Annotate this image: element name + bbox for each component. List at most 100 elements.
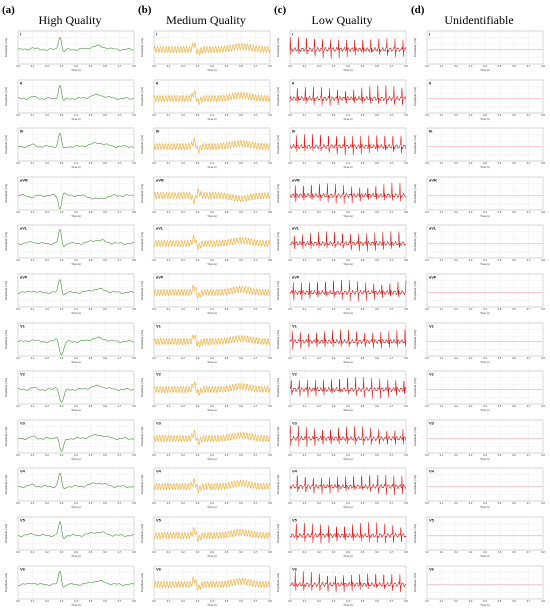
ecg-trace-medium — [153, 478, 271, 494]
lead-label: V5 — [429, 518, 435, 523]
lead-panel-I: 0.0 0.1 0.2 0.3 0.4 0.5 0.6 0.7 0.8 Time (s) Ampli… — [276, 30, 408, 72]
x-axis-label: Time (s) — [480, 360, 490, 364]
x-axis-label: Time (s) — [343, 457, 353, 461]
y-axis-label: Amplitude (mV) — [4, 572, 8, 591]
lead-panel-aVF: 0.0 0.1 0.2 0.3 0.4 0.5 0.6 0.7 0.8 Time (s) Ampli… — [276, 273, 408, 315]
x-tick-label: 0.1 — [167, 453, 171, 457]
x-tick-label: 0.4 — [346, 161, 350, 165]
x-tick-label: 0.4 — [346, 210, 350, 214]
lead-panel-V6: 0.0 0.1 0.2 0.3 0.4 0.5 0.6 0.7 0.8 Time (s) Ampli… — [140, 565, 272, 607]
x-tick-label: 0.1 — [303, 356, 307, 360]
ecg-trace-medium — [153, 138, 271, 154]
column-flat: (d) Unidentifiable 0.0 0.1 0.2 0.3 0.4 0.5 0.6 0.… — [411, 0, 547, 612]
x-tick-label: 0.0 — [288, 113, 292, 117]
x-tick-label: 0.1 — [167, 502, 171, 506]
x-tick-label: 0.4 — [74, 259, 78, 263]
lead-panel-V4: 0.0 0.1 0.2 0.3 0.4 0.5 0.6 0.7 0.8 Time (s) Ampli… — [413, 468, 545, 509]
x-tick-label: 0.4 — [346, 599, 350, 603]
x-tick-label: 0.3 — [196, 550, 200, 554]
x-tick-label: 0.5 — [361, 113, 365, 117]
x-tick-label: 0.2 — [45, 64, 49, 68]
x-tick-label: 0.2 — [45, 550, 49, 554]
x-tick-label: 0.3 — [60, 599, 64, 603]
x-tick-label: 0.7 — [527, 502, 531, 506]
x-tick-label: 0.2 — [317, 502, 321, 506]
y-axis-label: Amplitude (mV) — [413, 524, 417, 543]
x-tick-label: 0.0 — [288, 404, 292, 408]
x-tick-label: 0.5 — [89, 161, 93, 165]
y-axis-label: Amplitude (mV) — [413, 281, 417, 300]
x-tick-label: 0.7 — [118, 307, 122, 311]
x-axis-label: Time (s) — [207, 165, 217, 169]
x-tick-label: 0.8 — [132, 356, 136, 360]
x-tick-label: 0.7 — [527, 161, 531, 165]
lead-panel-V3: 0.0 0.1 0.2 0.3 0.4 0.5 0.6 0.7 0.8 Time (s) Ampli… — [276, 419, 408, 461]
lead-label: V1 — [156, 323, 162, 328]
x-tick-label: 0.2 — [45, 404, 49, 408]
x-tick-label: 0.4 — [74, 550, 78, 554]
x-tick-label: 0.7 — [527, 113, 531, 117]
lead-panel-V2: 0.0 0.1 0.2 0.3 0.4 0.5 0.6 0.7 0.8 Time (s) Ampli… — [4, 370, 136, 412]
x-tick-label: 0.6 — [239, 210, 243, 214]
lead-panel-I: 0.0 0.1 0.2 0.3 0.4 0.5 0.6 0.7 0.8 Time (s) Ampli… — [413, 30, 545, 72]
x-axis-label: Time (s) — [207, 505, 217, 509]
y-axis-label: Amplitude (mV) — [413, 427, 417, 446]
x-tick-label: 0.5 — [498, 307, 502, 311]
column-high: (a) High Quality 0.0 0.1 0.2 0.3 0.4 0.5 0.6 0.7 0… — [2, 0, 138, 612]
x-tick-label: 0.1 — [31, 550, 35, 554]
x-tick-label: 0.5 — [89, 550, 93, 554]
y-axis-label: Amplitude (mV) — [276, 135, 280, 154]
x-tick-label: 0.3 — [60, 550, 64, 554]
ecg-trace-medium — [153, 188, 271, 204]
x-tick-label: 0.0 — [425, 64, 429, 68]
x-tick-label: 0.5 — [225, 502, 229, 506]
y-axis-label: Amplitude (mV) — [276, 378, 280, 397]
x-tick-label: 0.8 — [132, 550, 136, 554]
x-tick-label: 0.5 — [225, 404, 229, 408]
x-axis-label: Time (s) — [207, 360, 217, 364]
x-tick-label: 0.7 — [254, 599, 258, 603]
x-tick-label: 0.6 — [512, 161, 516, 165]
x-tick-label: 0.2 — [454, 64, 458, 68]
x-tick-label: 0.7 — [390, 502, 394, 506]
lead-label: V6 — [20, 566, 26, 571]
x-tick-label: 0.2 — [454, 599, 458, 603]
x-tick-label: 0.4 — [74, 64, 78, 68]
x-axis-label: Time (s) — [480, 117, 490, 121]
lead-label: V4 — [429, 469, 435, 474]
x-axis-label: Time (s) — [343, 262, 353, 266]
x-tick-label: 0.0 — [425, 307, 429, 311]
x-tick-label: 0.3 — [332, 404, 336, 408]
x-tick-label: 0.6 — [512, 307, 516, 311]
x-tick-label: 0.1 — [440, 502, 444, 506]
x-tick-label: 0.2 — [454, 307, 458, 311]
x-tick-label: 0.3 — [332, 356, 336, 360]
x-tick-label: 0.4 — [74, 113, 78, 117]
y-axis-label: Amplitude (mV) — [4, 524, 8, 543]
x-axis-label: Time (s) — [71, 68, 81, 72]
x-tick-label: 0.2 — [181, 599, 185, 603]
x-tick-label: 0.1 — [31, 307, 35, 311]
x-tick-label: 0.5 — [361, 259, 365, 263]
x-tick-label: 0.2 — [45, 210, 49, 214]
x-tick-label: 0.4 — [346, 550, 350, 554]
x-tick-label: 0.5 — [225, 259, 229, 263]
lead-panel-III: 0.0 0.1 0.2 0.3 0.4 0.5 0.6 0.7 0.8 Time (s) Ampli… — [276, 127, 408, 169]
lead-panel-V1: 0.0 0.1 0.2 0.3 0.4 0.5 0.6 0.7 0.8 Time (s) Ampli… — [276, 322, 408, 364]
x-tick-label: 0.4 — [346, 453, 350, 457]
x-tick-label: 0.4 — [483, 404, 487, 408]
x-tick-label: 0.4 — [74, 307, 78, 311]
x-tick-label: 0.4 — [210, 210, 214, 214]
lead-panel-V6: 0.0 0.1 0.2 0.3 0.4 0.5 0.6 0.7 0.8 Time (s) Ampli… — [276, 565, 408, 607]
x-tick-label: 0.3 — [196, 599, 200, 603]
x-tick-label: 0.1 — [303, 307, 307, 311]
x-tick-label: 0.5 — [89, 64, 93, 68]
x-tick-label: 0.5 — [225, 210, 229, 214]
x-tick-label: 0.8 — [268, 307, 272, 311]
x-tick-label: 0.5 — [89, 210, 93, 214]
x-tick-label: 0.6 — [239, 550, 243, 554]
x-axis-label: Time (s) — [71, 408, 81, 412]
x-tick-label: 0.8 — [404, 210, 408, 214]
x-axis-label: Time (s) — [343, 117, 353, 121]
x-tick-label: 0.7 — [254, 502, 258, 506]
